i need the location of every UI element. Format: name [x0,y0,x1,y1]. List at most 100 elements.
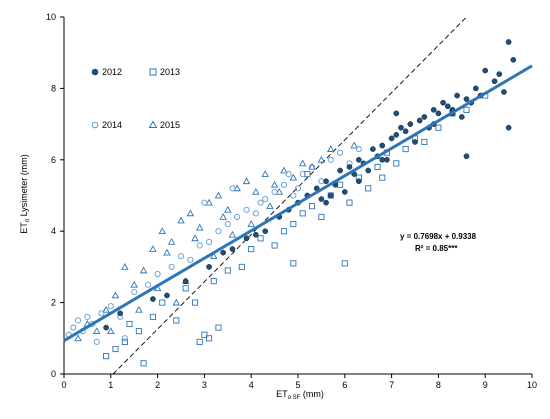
data-point-2012 [440,99,446,106]
data-point-2012 [435,110,442,117]
data-point-2013 [435,124,442,131]
reference-line-group [112,16,467,375]
tick-group: 0 1 2 3 4 5 6 7 8 9 10 0 2 4 6 8 10 [46,12,537,390]
legend-marker-2015 [148,120,158,128]
data-point-2013 [121,338,128,345]
data-point-2015 [209,252,218,260]
x-tick-label: 0 [61,380,66,390]
data-point-2015 [92,327,101,335]
data-point-2014 [318,178,325,185]
data-point-2012 [505,124,512,131]
data-point-2013 [393,160,400,167]
data-point-2012 [323,178,329,185]
y-tick-label: 4 [51,226,56,236]
y-tick-label: 6 [51,155,56,165]
data-point-2012 [393,110,400,117]
data-point-2015 [326,145,335,152]
data-point-2015 [186,209,195,217]
data-point-2012 [243,235,250,242]
data-point-2015 [177,216,185,224]
data-point-2012 [444,103,451,110]
data-point-2014 [243,206,250,213]
data-point-2012 [117,310,124,317]
data-point-2014 [262,196,269,203]
data-point-2013 [374,163,381,170]
data-point-2012 [454,92,460,99]
data-point-2015 [195,223,204,231]
x-tick-label: 5 [295,380,300,390]
x-tick-label: 1 [108,380,113,390]
data-point-2013 [103,353,110,360]
data-point-2012 [379,156,386,163]
x-axis-title-unit: (mm) [300,389,324,399]
data-point-2013 [463,106,470,113]
data-point-2015 [74,334,82,342]
data-point-2014 [70,324,77,331]
data-point-2012 [463,153,470,160]
data-point-2015 [298,159,307,167]
data-point-2012 [355,156,362,163]
data-point-2015 [224,205,232,213]
data-point-2012 [220,249,226,256]
data-point-2014 [234,213,241,220]
data-point-2014 [154,270,161,278]
data-point-2012 [355,178,362,185]
data-point-2015 [163,248,171,256]
data-point-2014 [308,163,316,170]
data-point-2012 [482,67,489,74]
data-point-2012 [421,114,428,120]
legend-marker-2012 [91,68,99,76]
data-point-2015 [275,188,284,195]
data-point-2014 [215,228,222,235]
data-point-2012 [327,192,334,199]
data-point-2014 [196,242,203,249]
x-tick-label: 3 [202,380,207,390]
data-point-2015 [107,327,115,335]
data-point-2013 [182,285,189,292]
x-tick-label: 9 [483,380,488,390]
data-point-2013 [341,260,348,267]
y-axis-title-unit: Lysimeter (mm) [19,154,29,219]
data-point-2013 [402,146,409,153]
data-point-2014 [168,263,175,270]
data-point-2014 [355,146,362,153]
data-point-2014 [206,238,213,245]
data-point-2015 [261,170,270,177]
data-point-2013 [318,213,325,220]
points-group [65,39,517,367]
data-point-2013 [308,203,316,210]
series-2014 [65,146,362,345]
data-point-2012 [416,117,423,124]
data-point-2014 [327,156,334,163]
legend-marker-2014 [91,121,99,129]
data-point-2014 [107,303,114,310]
data-point-2012 [458,114,465,120]
data-point-2013 [149,313,156,320]
y-tick-label: 2 [51,298,56,308]
data-point-2012 [164,292,170,299]
data-point-2015 [350,141,358,149]
data-point-2012 [318,196,325,202]
data-point-2015 [289,173,298,181]
data-point-2015 [214,191,223,199]
data-point-2015 [172,298,181,306]
data-point-2014 [294,185,302,192]
data-point-2015 [219,212,227,220]
data-point-2013 [257,235,264,242]
data-point-2014 [252,210,259,217]
data-point-2015 [191,234,199,242]
data-point-2012 [262,228,269,235]
data-point-2012 [463,96,470,102]
data-point-2015 [130,280,138,288]
data-point-2014 [290,192,297,199]
y-tick-label: 0 [51,369,56,379]
data-point-2015 [158,227,167,235]
data-point-2012 [501,89,507,95]
data-point-2012 [496,71,503,77]
data-point-2012 [505,39,512,45]
legend-label-2013: 2013 [160,67,180,77]
data-point-2015 [205,198,213,206]
data-point-2013 [304,171,311,178]
data-point-2012 [346,164,353,170]
